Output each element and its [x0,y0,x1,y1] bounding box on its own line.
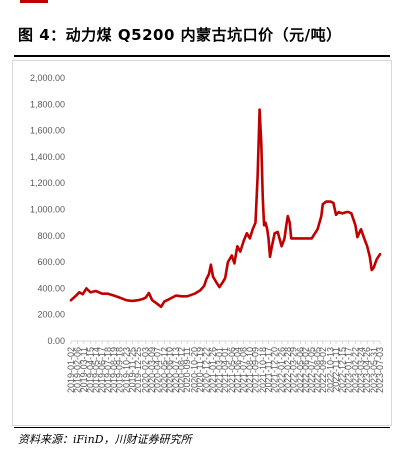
y-tick-label: 800.00 [37,231,65,241]
x-tick-label: 2022-01-26 [277,347,287,393]
x-tick-label: 2022-07-05 [307,347,317,393]
x-tick-label: 2022-06-02 [301,347,311,393]
y-tick-label: 400.00 [37,283,65,293]
x-tick-label: 2023-05-31 [369,347,379,393]
x-tick-label: 2023-02-22 [350,347,360,393]
x-tick-label: 2019-04-15 [85,347,95,393]
bottom-rule [14,427,390,428]
x-tick-label: 2021-12-20 [270,347,280,393]
y-tick-label: 2,000.00 [30,73,65,83]
line-chart: 0.00 200.00 400.00 600.00 800.00 1,000.00 1,20… [30,73,385,393]
x-tick-label: 2021-07-08 [239,347,249,393]
x-tick-label: 2023-07-03 [375,347,385,393]
y-tick-label: 0.00 [47,336,65,346]
x-tick-label: 2020-02-03 [141,347,151,393]
x-tick-label: 2019-10-23 [121,347,131,393]
x-tick-label: 2021-05-06 [227,347,237,393]
x-tick-label: 2021-10-18 [258,347,268,393]
x-tick-label: 2019-09-18 [115,347,125,393]
x-tick-label: 2020-10-20 [190,347,200,393]
y-tick-label: 1,800.00 [30,99,65,109]
x-tick-label: 2019-12-25 [133,347,143,393]
x-tick-label: 2022-02-28 [283,347,293,393]
x-tick-label: 2021-04-01 [220,347,230,393]
x-tick-label: 2019-02-06 [73,347,83,393]
source-note: 资料来源：iFinD，川财证券研究所 [18,433,192,446]
y-tick-label: 600.00 [37,257,65,267]
chart-frame: 0.00 200.00 400.00 600.00 800.00 1,000.00 1,20… [12,60,392,426]
x-tick-label: 2020-12-22 [201,347,211,393]
x-tick-label: 2022-09-02 [318,347,328,393]
x-tick-label: 2022-05-06 [295,347,305,393]
x-tick-label: 2020-09-11 [182,347,192,392]
figure-title: 图 4：动力煤 Q5200 内蒙古坑口价（元/吨） [18,26,342,44]
x-tick-label: 2020-11-19 [195,347,205,392]
x-tick-label: 2023-03-24 [356,347,366,393]
x-tick-label: 2020-03-09 [147,347,157,393]
x-tick-label: 2020-08-12 [177,347,187,393]
x-tick-label: 2022-03-29 [288,347,298,393]
x-tick-label: 2022-08-05 [313,347,323,393]
x-tick-label: 2020-04-07 [153,347,163,393]
x-tick-label: 2020-07-13 [171,347,181,393]
x-tick-label: 2022-11-11 [331,347,341,392]
x-tick-label: 2019-06-17 [97,347,107,393]
price-series-line [69,108,382,309]
x-tick-label: 2019-07-18 [103,347,113,393]
x-tick-label: 2021-08-10 [245,347,255,393]
y-tick-label: 1,000.00 [30,205,65,215]
y-tick-label: 1,600.00 [30,126,65,136]
x-tick-label: 2019-01-02 [66,347,76,393]
x-tick-label: 2021-06-04 [232,347,242,393]
y-tick-label: 1,400.00 [30,152,65,162]
x-tick-label: 2020-05-12 [159,347,169,393]
x-tick-label: 2023-04-26 [362,347,372,393]
y-tick-label: 200.00 [37,310,65,320]
x-tick-label: 2019-08-19 [109,347,119,393]
x-tick-label: 2021-09-09 [250,347,260,393]
x-tick-label: 2020-06-10 [165,347,175,393]
x-tick-label: 2019-11-25 [127,347,137,392]
x-tick-label: 2019-03-11 [79,347,89,392]
x-tick-label: 2019-05-14 [91,347,101,393]
x-tick-label: 2021-11-17 [263,347,273,392]
title-rule [14,55,390,57]
x-tick-label: 2021-01-26 [208,347,218,393]
y-tick-label: 1,200.00 [30,178,65,188]
x-tick-label: 2022-12-15 [337,347,347,393]
top-accent-bar [20,0,48,3]
x-tick-label: 2022-10-13 [326,347,336,393]
x-tick-label: 2023-01-17 [344,347,354,393]
x-tick-label: 2021-03-01 [214,347,224,393]
